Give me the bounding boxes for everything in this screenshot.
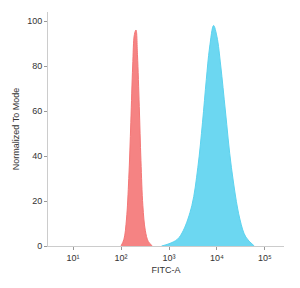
svg-text:10²: 10² bbox=[115, 253, 128, 263]
svg-text:10⁴: 10⁴ bbox=[210, 253, 224, 263]
svg-text:0: 0 bbox=[37, 241, 42, 251]
svg-text:10³: 10³ bbox=[162, 253, 175, 263]
svg-text:Normalized To Mode: Normalized To Mode bbox=[11, 88, 21, 170]
svg-text:100: 100 bbox=[27, 16, 42, 26]
svg-text:FITC-A: FITC-A bbox=[152, 265, 181, 275]
svg-text:80: 80 bbox=[32, 61, 42, 71]
svg-text:10⁵: 10⁵ bbox=[258, 253, 272, 263]
svg-text:20: 20 bbox=[32, 196, 42, 206]
svg-text:40: 40 bbox=[32, 151, 42, 161]
svg-text:60: 60 bbox=[32, 106, 42, 116]
svg-text:10¹: 10¹ bbox=[67, 253, 80, 263]
